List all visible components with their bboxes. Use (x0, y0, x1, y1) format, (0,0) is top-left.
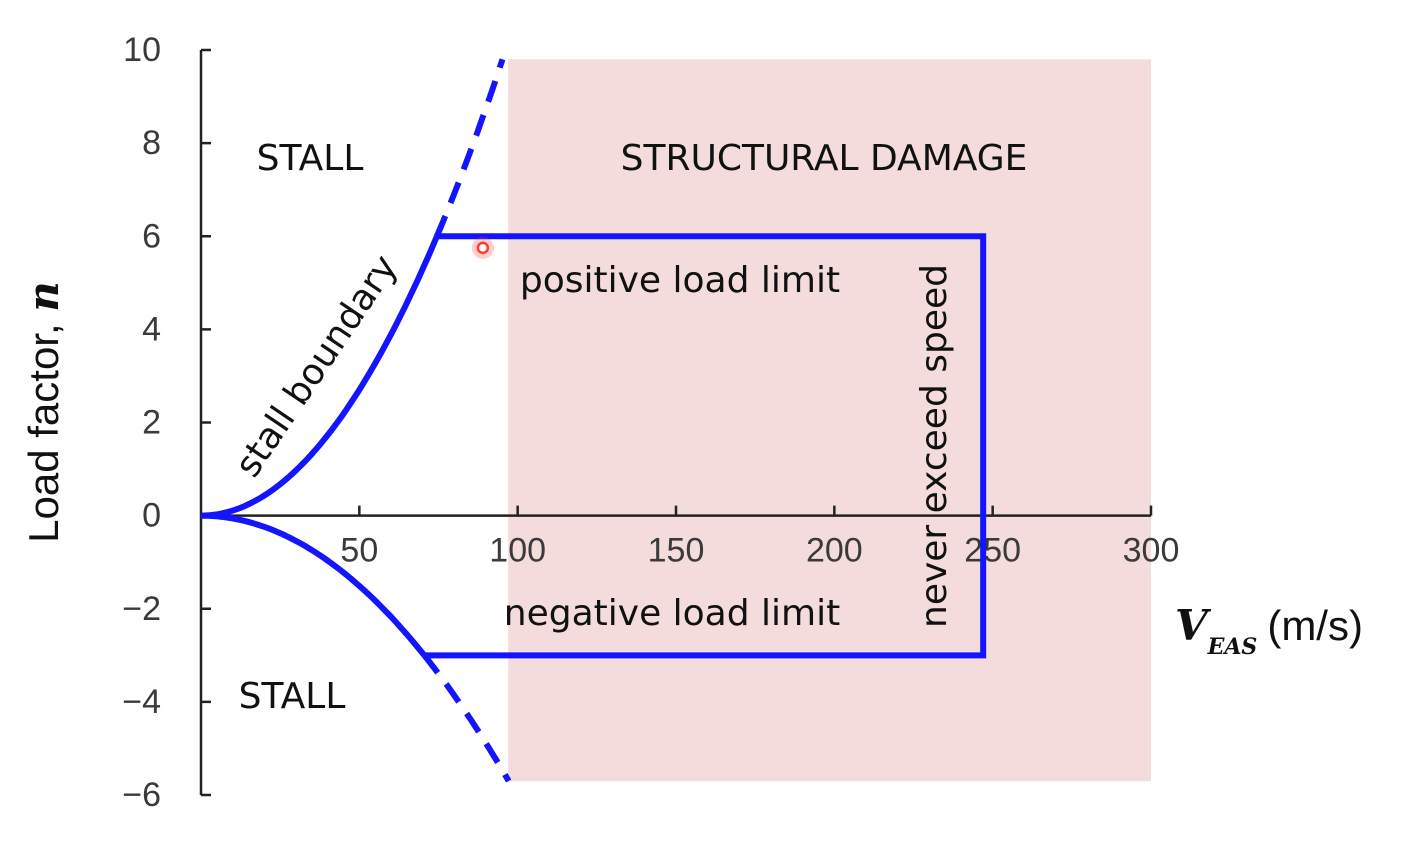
x-tick-label: 100 (489, 532, 546, 570)
x-tick-label: 200 (806, 532, 863, 570)
y-tick-label: 0 (142, 497, 161, 535)
y-tick-label: −6 (122, 776, 161, 814)
marker-dot (476, 241, 490, 255)
y-tick-label: 4 (142, 310, 161, 348)
structural-damage-region (508, 59, 1152, 782)
y-axis-title: Load factor, n (19, 281, 68, 543)
negative-stall-extension (421, 653, 512, 783)
stall-region-bottom-label: STALL (239, 676, 346, 717)
y-tick-label: 2 (142, 404, 161, 442)
x-axis-title: VEAS (m/s) (1175, 601, 1363, 660)
negative-stall-curve (200, 512, 427, 658)
structural-damage-label: STRUCTURAL DAMAGE (621, 138, 1028, 179)
stall-region-top-label: STALL (257, 138, 364, 179)
y-tick-label: 8 (142, 124, 161, 162)
ticks: 10 8 6 4 2 0 −2 −4 −6 50 100 150 200 250 300 (122, 31, 1179, 814)
x-tick-label: 300 (1123, 532, 1180, 570)
x-tick-label: 50 (340, 532, 378, 570)
flight-envelope (200, 58, 987, 783)
y-tick-label: −2 (122, 590, 161, 628)
cursor-marker (471, 236, 494, 259)
positive-stall-extension (434, 58, 506, 238)
y-tick-label: 6 (142, 217, 161, 255)
envelope-outline (200, 233, 987, 659)
negative-load-limit-label: negative load limit (504, 593, 840, 634)
y-tick-label: 10 (123, 31, 161, 69)
x-tick-label: 150 (648, 532, 705, 570)
never-exceed-speed-label: never exceed speed (914, 264, 955, 628)
y-tick-label: −4 (122, 683, 161, 721)
x-tick-label: 250 (964, 532, 1021, 570)
positive-load-limit-label: positive load limit (520, 260, 840, 301)
